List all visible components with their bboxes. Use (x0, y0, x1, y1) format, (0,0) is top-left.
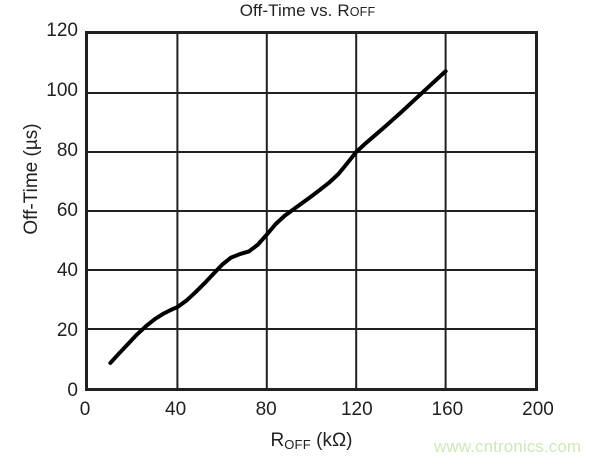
x-tick-label: 200 (522, 399, 554, 420)
y-tick-label: 20 (56, 320, 78, 341)
chart-title-text: Off-Time vs. R (239, 1, 350, 20)
y-tick-label: 40 (56, 260, 78, 281)
y-tick-label: 120 (46, 20, 78, 41)
chart-title-subscript: OFF (349, 5, 376, 19)
y-tick-label: 100 (46, 80, 78, 101)
y-tick-label: 60 (56, 200, 78, 221)
watermark: www.cntronics.com (434, 437, 582, 456)
x-axis-title-prefix: R (270, 430, 285, 451)
data-curve (88, 34, 535, 388)
chart-title: Off-Time vs. ROFF (0, 1, 615, 21)
y-tick-label: 0 (67, 380, 78, 401)
x-tick-label: 160 (431, 399, 464, 420)
y-axis-title: Off-Time (µs) (21, 123, 42, 235)
y-tick-label: 80 (56, 140, 78, 161)
x-axis-title-suffix: (kΩ) (310, 430, 353, 451)
x-tick-label: 120 (340, 399, 373, 420)
x-axis-title-subscript: OFF (284, 436, 311, 452)
x-axis-title: ROFF (kΩ) (85, 430, 538, 452)
x-axis-tick-labels: 0 40 80 120 160 200 (0, 400, 615, 426)
plot-area (85, 31, 538, 391)
x-tick-label: 40 (165, 399, 187, 420)
gridlines (88, 34, 535, 388)
y-axis-tick-labels: 120 100 80 60 40 20 0 (0, 0, 78, 465)
x-tick-label: 0 (79, 399, 91, 420)
x-tick-label: 80 (255, 399, 277, 420)
